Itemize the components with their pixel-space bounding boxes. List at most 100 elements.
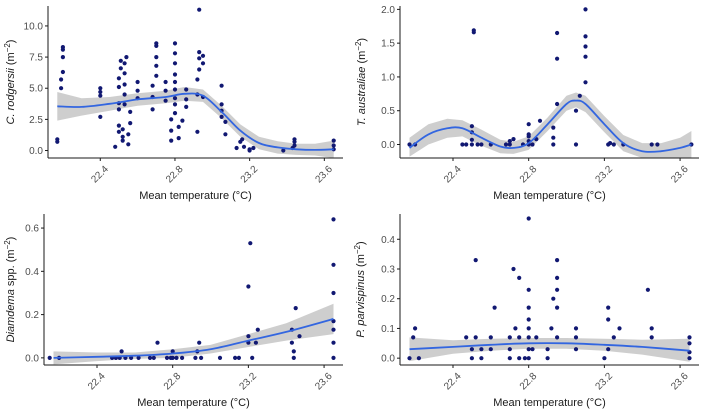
data-point bbox=[240, 137, 245, 142]
data-point bbox=[163, 88, 168, 93]
data-point bbox=[116, 123, 121, 128]
y-tick-label: 0.5 bbox=[381, 106, 395, 117]
data-point bbox=[464, 335, 469, 340]
y-axis-unit-superscript: −2 bbox=[354, 41, 363, 51]
data-point bbox=[169, 138, 174, 143]
data-point bbox=[98, 114, 103, 119]
data-point bbox=[151, 355, 156, 360]
x-tick-label: 22.4 bbox=[442, 164, 464, 186]
data-point bbox=[479, 347, 484, 352]
data-point bbox=[289, 340, 294, 345]
data-point bbox=[549, 326, 554, 331]
data-point bbox=[555, 335, 560, 340]
data-point bbox=[460, 142, 465, 147]
data-point bbox=[407, 142, 412, 147]
data-point bbox=[122, 61, 127, 66]
data-point bbox=[687, 335, 692, 340]
data-point bbox=[128, 109, 133, 114]
data-point bbox=[331, 327, 336, 332]
data-point bbox=[473, 258, 478, 263]
y-axis-unit-close: ) bbox=[355, 241, 367, 245]
data-point bbox=[172, 79, 178, 85]
x-tick-label: 22.8 bbox=[164, 164, 186, 186]
data-point bbox=[98, 93, 103, 98]
y-axis-unit-close: ) bbox=[5, 237, 17, 241]
data-point bbox=[116, 76, 121, 81]
data-point bbox=[246, 334, 251, 339]
y-tick-label: 0.2 bbox=[381, 294, 395, 305]
data-point bbox=[555, 30, 560, 36]
data-point bbox=[193, 355, 198, 360]
data-point bbox=[407, 356, 412, 361]
x-axis-title: Mean temperature (°C) bbox=[139, 190, 252, 202]
data-point bbox=[475, 142, 480, 147]
data-point bbox=[197, 340, 202, 345]
smooth-fit-line bbox=[408, 99, 692, 153]
data-point bbox=[170, 349, 175, 354]
data-point bbox=[522, 356, 528, 361]
data-point bbox=[606, 305, 611, 310]
data-point bbox=[511, 266, 516, 272]
data-point bbox=[526, 356, 531, 361]
data-point bbox=[331, 138, 336, 143]
data-point bbox=[155, 340, 160, 345]
x-tick-label: 22.4 bbox=[442, 371, 464, 393]
x-tick-label: 23.2 bbox=[593, 164, 615, 186]
data-point bbox=[555, 305, 560, 310]
data-point bbox=[292, 143, 297, 148]
data-point bbox=[331, 340, 336, 345]
data-point bbox=[60, 45, 65, 50]
data-point bbox=[281, 148, 286, 153]
data-point bbox=[172, 111, 178, 116]
data-point bbox=[526, 216, 531, 221]
y-axis-species: Diamdema bbox=[5, 289, 17, 342]
y-axis-title: P. parvispinus (m−2) bbox=[353, 241, 367, 337]
y-axis-unit-superscript: −2 bbox=[3, 240, 12, 250]
data-point bbox=[200, 53, 206, 58]
data-point bbox=[170, 355, 175, 360]
data-point bbox=[122, 92, 127, 97]
data-point bbox=[154, 55, 159, 60]
data-point bbox=[583, 34, 588, 39]
data-point bbox=[551, 135, 556, 140]
x-axis-title: Mean temperature (°C) bbox=[493, 190, 606, 202]
data-point bbox=[331, 147, 336, 152]
data-point bbox=[471, 28, 476, 33]
data-point bbox=[124, 55, 129, 60]
data-point bbox=[583, 80, 588, 85]
data-point bbox=[116, 84, 121, 90]
data-point bbox=[526, 122, 531, 127]
data-point bbox=[649, 326, 654, 331]
data-point bbox=[135, 88, 140, 93]
data-point bbox=[184, 104, 189, 109]
data-point bbox=[606, 347, 611, 352]
data-point bbox=[98, 89, 103, 95]
data-point bbox=[120, 127, 125, 132]
data-point bbox=[526, 335, 531, 340]
x-tick-label: 23.6 bbox=[669, 371, 691, 393]
data-point bbox=[507, 139, 512, 144]
data-point bbox=[517, 356, 522, 361]
data-point bbox=[611, 142, 616, 147]
data-point bbox=[416, 356, 421, 361]
data-point bbox=[255, 327, 260, 332]
data-point bbox=[247, 147, 252, 152]
y-tick-label: 1.0 bbox=[381, 72, 395, 83]
y-tick-label: 0.4 bbox=[381, 235, 395, 246]
data-point bbox=[118, 66, 123, 71]
data-point bbox=[602, 356, 607, 361]
data-point bbox=[530, 142, 535, 147]
data-point bbox=[555, 275, 560, 280]
y-tick-label: 0.6 bbox=[25, 224, 39, 235]
smooth-fit-line bbox=[409, 342, 690, 352]
data-point bbox=[551, 125, 556, 130]
panel-bottom-left: 0.0 0.2 0.4 0.6 22.4 22.8 23.2 23.6 Mean tempera… bbox=[3, 214, 343, 409]
data-point bbox=[551, 296, 556, 301]
data-point bbox=[172, 41, 178, 46]
y-axis-unit: spp. (m bbox=[5, 249, 17, 289]
data-point bbox=[297, 334, 302, 339]
y-axis-title: Diamdema spp. (m−2) bbox=[3, 237, 17, 343]
data-point bbox=[163, 79, 168, 85]
data-point bbox=[59, 77, 64, 82]
